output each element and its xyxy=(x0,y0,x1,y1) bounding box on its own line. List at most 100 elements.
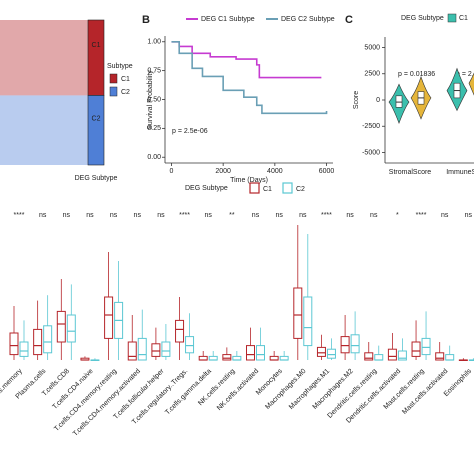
legend-label: C1 xyxy=(459,15,468,22)
box xyxy=(387,348,397,361)
significance: ** xyxy=(229,212,235,219)
x-tick-label: Macrophages.M1 xyxy=(288,368,331,411)
significance: ns xyxy=(63,212,71,219)
legend-label: DEG C1 Subtype xyxy=(201,16,255,23)
y-tick-label: 0.25 xyxy=(147,125,161,132)
box xyxy=(43,325,53,354)
significance: ns xyxy=(275,212,283,219)
box xyxy=(293,287,303,339)
x-tick-label: Mast.cells.activated xyxy=(401,368,449,416)
flow xyxy=(0,95,88,165)
box xyxy=(185,336,195,354)
legend-label: C2 xyxy=(296,186,305,193)
box xyxy=(104,296,114,339)
significance: * xyxy=(396,212,399,219)
flow xyxy=(0,20,88,96)
survival-curve xyxy=(171,40,322,79)
p-value: p = 0.01836 xyxy=(398,71,435,78)
significance: **** xyxy=(321,212,332,219)
stratum xyxy=(87,19,105,96)
box xyxy=(316,346,326,357)
box xyxy=(222,354,232,361)
x-tick-label: 0 xyxy=(170,168,174,175)
box xyxy=(161,341,171,357)
y-tick-label: 0 xyxy=(376,97,380,104)
panel-letter: C xyxy=(345,14,353,26)
significance: **** xyxy=(179,212,190,219)
y-tick-label: -5000 xyxy=(362,149,380,156)
significance: **** xyxy=(416,212,427,219)
legend-label: C1 xyxy=(121,76,130,83)
legend-swatch xyxy=(109,86,118,97)
legend-title: DEG Subtype xyxy=(185,185,228,192)
stratum xyxy=(87,95,105,166)
significance: ns xyxy=(39,212,47,219)
significance: **** xyxy=(14,212,25,219)
significance: ns xyxy=(441,212,449,219)
box xyxy=(364,352,374,361)
box xyxy=(137,337,147,361)
stratum-label: C2 xyxy=(92,115,101,122)
box xyxy=(33,328,43,356)
significance: ns xyxy=(86,212,94,219)
significance: ns xyxy=(299,212,307,219)
x-tick-label: Mast.cells.resting xyxy=(383,368,426,411)
y-tick-label: 0.00 xyxy=(147,154,161,161)
significance: ns xyxy=(110,212,118,219)
legend-title: DEG Subtype xyxy=(401,15,444,22)
x-tick-label: B.cells.memory xyxy=(0,367,24,406)
box xyxy=(256,345,265,361)
x-tick-label: NK.cells.activated xyxy=(216,368,260,412)
p-value: p = 2.8e– xyxy=(456,71,474,78)
box xyxy=(66,314,76,343)
x-axis-label: Time (Days) xyxy=(230,177,268,184)
survival-curve xyxy=(171,40,328,115)
box xyxy=(246,345,255,361)
box xyxy=(435,352,445,361)
stratum-label: C1 xyxy=(92,42,101,49)
x-tick-label: ImmuneScore xyxy=(446,169,474,176)
box xyxy=(350,334,360,354)
legend-label: DEG C2 Subtype xyxy=(281,16,335,23)
y-tick-label: -2500 xyxy=(362,123,380,130)
x-tick-label: 2000 xyxy=(215,168,231,175)
significance: ns xyxy=(370,212,378,219)
box xyxy=(175,319,185,343)
significance: ns xyxy=(252,212,260,219)
box xyxy=(445,354,455,361)
box xyxy=(19,341,29,357)
box xyxy=(326,348,336,359)
significance: ns xyxy=(157,212,165,219)
x-tick-label: T.cells.CD4.naive xyxy=(51,368,94,411)
y-tick-label: 2500 xyxy=(364,71,380,78)
y-tick-label: 0.50 xyxy=(147,96,161,103)
significance: ns xyxy=(204,212,212,219)
y-tick-label: 1.00 xyxy=(147,39,161,46)
box xyxy=(397,350,407,361)
legend-swatch xyxy=(109,73,118,84)
box xyxy=(9,332,19,356)
box xyxy=(127,341,137,361)
x-tick-label: Macrophages.M0 xyxy=(264,368,307,411)
x-tick-label: Macrophages.M2 xyxy=(312,368,355,411)
box xyxy=(340,336,350,354)
legend-title: Subtype xyxy=(107,63,133,70)
significance: ns xyxy=(134,212,142,219)
box xyxy=(374,354,384,361)
box xyxy=(395,95,403,108)
legend-swatch xyxy=(282,182,293,194)
legend-swatch xyxy=(249,182,260,194)
x-tick-label: 4000 xyxy=(267,168,283,175)
significance: ns xyxy=(346,212,354,219)
x-tick-label: T.cells.gamma.delta xyxy=(164,368,213,417)
x-axis-label: DEG Subtype xyxy=(75,175,118,182)
legend-label: C1 xyxy=(263,186,272,193)
box xyxy=(303,296,313,347)
box xyxy=(151,343,161,357)
box xyxy=(421,337,431,356)
violin xyxy=(468,72,474,96)
y-axis-label: Survival Probability xyxy=(147,70,154,130)
y-tick-label: 5000 xyxy=(364,44,380,51)
box xyxy=(411,341,421,357)
